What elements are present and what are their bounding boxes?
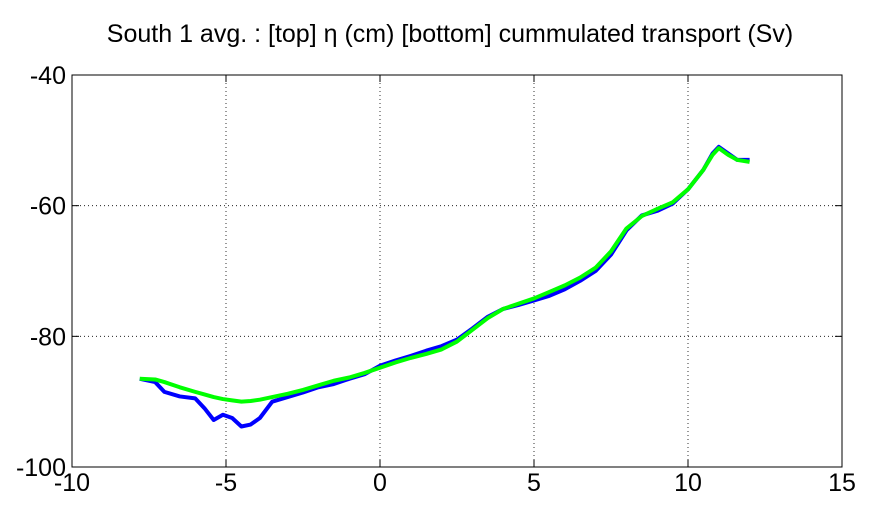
plot-frame	[71, 74, 843, 468]
chart-title: South 1 avg. : [top] η (cm) [bottom] cum…	[107, 20, 793, 48]
x-tick-label: 15	[828, 469, 856, 497]
x-tick-label: -5	[215, 469, 237, 497]
data-line	[139, 146, 750, 404]
x-tick-label: 5	[527, 469, 541, 497]
x-tick-label: -10	[54, 469, 90, 497]
data-line	[139, 144, 750, 429]
y-tick-label: -60	[30, 193, 66, 221]
y-tick-label: -100	[16, 454, 66, 482]
y-tick-label: -80	[30, 323, 66, 351]
y-tick-label: -40	[30, 62, 66, 90]
x-tick-label: 0	[373, 469, 387, 497]
x-tick-label: 10	[674, 469, 702, 497]
